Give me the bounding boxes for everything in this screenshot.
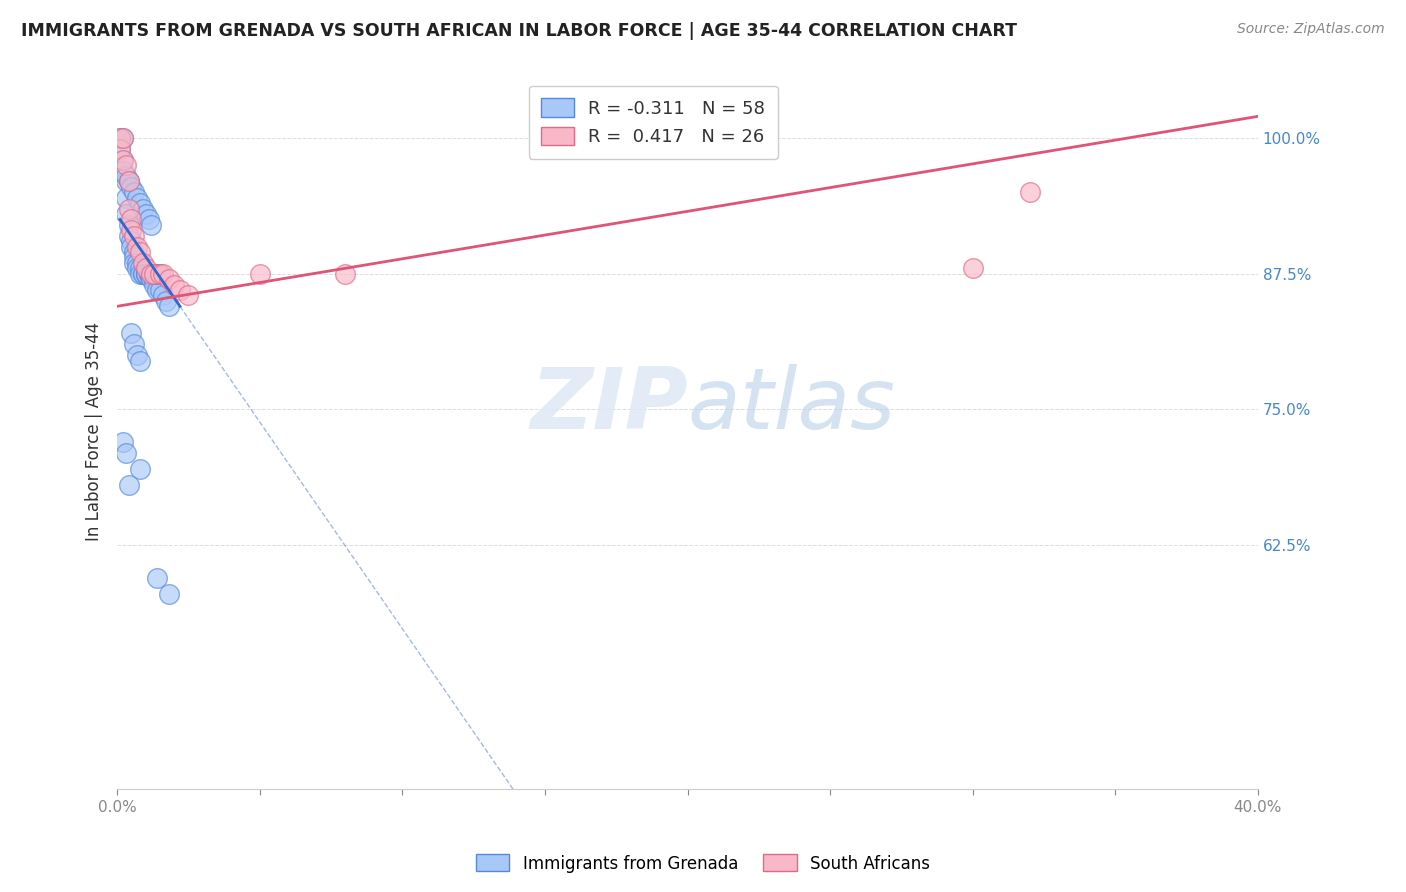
Point bbox=[124, 337, 146, 351]
Point bbox=[117, 174, 139, 188]
Point bbox=[146, 570, 169, 584]
Point bbox=[335, 267, 357, 281]
Point bbox=[143, 267, 166, 281]
Point bbox=[163, 277, 186, 292]
Point bbox=[124, 228, 146, 243]
Point bbox=[117, 228, 139, 243]
Point bbox=[146, 283, 169, 297]
Point bbox=[138, 267, 160, 281]
Point bbox=[135, 267, 157, 281]
Point bbox=[127, 239, 149, 253]
Point bbox=[114, 446, 136, 460]
Point bbox=[108, 142, 131, 156]
Point bbox=[129, 353, 152, 368]
Point bbox=[149, 267, 172, 281]
Point bbox=[117, 202, 139, 216]
Point bbox=[152, 267, 174, 281]
Y-axis label: In Labor Force | Age 35-44: In Labor Force | Age 35-44 bbox=[86, 321, 103, 541]
Point bbox=[157, 587, 180, 601]
Point bbox=[962, 261, 984, 276]
Text: IMMIGRANTS FROM GRENADA VS SOUTH AFRICAN IN LABOR FORCE | AGE 35-44 CORRELATION : IMMIGRANTS FROM GRENADA VS SOUTH AFRICAN… bbox=[21, 22, 1017, 40]
Point bbox=[135, 261, 157, 276]
Point bbox=[108, 131, 131, 145]
Point bbox=[111, 153, 134, 167]
Point bbox=[1018, 186, 1040, 200]
Legend: Immigrants from Grenada, South Africans: Immigrants from Grenada, South Africans bbox=[470, 847, 936, 880]
Point bbox=[120, 239, 142, 253]
Point bbox=[149, 283, 172, 297]
Point bbox=[114, 169, 136, 183]
Point bbox=[169, 283, 191, 297]
Point bbox=[157, 299, 180, 313]
Point bbox=[111, 434, 134, 449]
Point bbox=[129, 462, 152, 476]
Point bbox=[129, 267, 152, 281]
Point bbox=[132, 267, 155, 281]
Point bbox=[127, 348, 149, 362]
Point bbox=[120, 223, 142, 237]
Point bbox=[249, 267, 271, 281]
Point bbox=[143, 277, 166, 292]
Point bbox=[129, 196, 152, 211]
Text: ZIP: ZIP bbox=[530, 365, 688, 448]
Point bbox=[141, 218, 163, 232]
Point bbox=[132, 202, 155, 216]
Point bbox=[117, 174, 139, 188]
Point bbox=[108, 131, 131, 145]
Point bbox=[124, 186, 146, 200]
Point bbox=[135, 267, 157, 281]
Point bbox=[141, 267, 163, 281]
Point bbox=[120, 234, 142, 248]
Point bbox=[111, 131, 134, 145]
Point bbox=[120, 180, 142, 194]
Point bbox=[177, 288, 200, 302]
Point bbox=[138, 212, 160, 227]
Point bbox=[114, 191, 136, 205]
Point bbox=[143, 267, 166, 281]
Point bbox=[120, 326, 142, 341]
Point bbox=[111, 163, 134, 178]
Point bbox=[124, 256, 146, 270]
Text: Source: ZipAtlas.com: Source: ZipAtlas.com bbox=[1237, 22, 1385, 37]
Point bbox=[127, 191, 149, 205]
Point bbox=[129, 261, 152, 276]
Point bbox=[127, 256, 149, 270]
Point bbox=[135, 207, 157, 221]
Point bbox=[111, 153, 134, 167]
Point bbox=[124, 251, 146, 265]
Point bbox=[120, 212, 142, 227]
Point bbox=[143, 272, 166, 286]
Point bbox=[149, 267, 172, 281]
Point bbox=[141, 272, 163, 286]
Legend: R = -0.311   N = 58, R =  0.417   N = 26: R = -0.311 N = 58, R = 0.417 N = 26 bbox=[529, 86, 778, 159]
Point bbox=[146, 267, 169, 281]
Point bbox=[132, 267, 155, 281]
Point bbox=[155, 293, 177, 308]
Point bbox=[135, 267, 157, 281]
Point bbox=[111, 131, 134, 145]
Point bbox=[124, 245, 146, 260]
Point bbox=[138, 267, 160, 281]
Point bbox=[127, 261, 149, 276]
Point bbox=[132, 256, 155, 270]
Point bbox=[108, 142, 131, 156]
Point bbox=[152, 288, 174, 302]
Point bbox=[129, 245, 152, 260]
Point bbox=[114, 174, 136, 188]
Point bbox=[114, 158, 136, 172]
Point bbox=[157, 272, 180, 286]
Point bbox=[114, 207, 136, 221]
Point bbox=[141, 267, 163, 281]
Text: atlas: atlas bbox=[688, 365, 896, 448]
Point bbox=[117, 218, 139, 232]
Point bbox=[117, 478, 139, 492]
